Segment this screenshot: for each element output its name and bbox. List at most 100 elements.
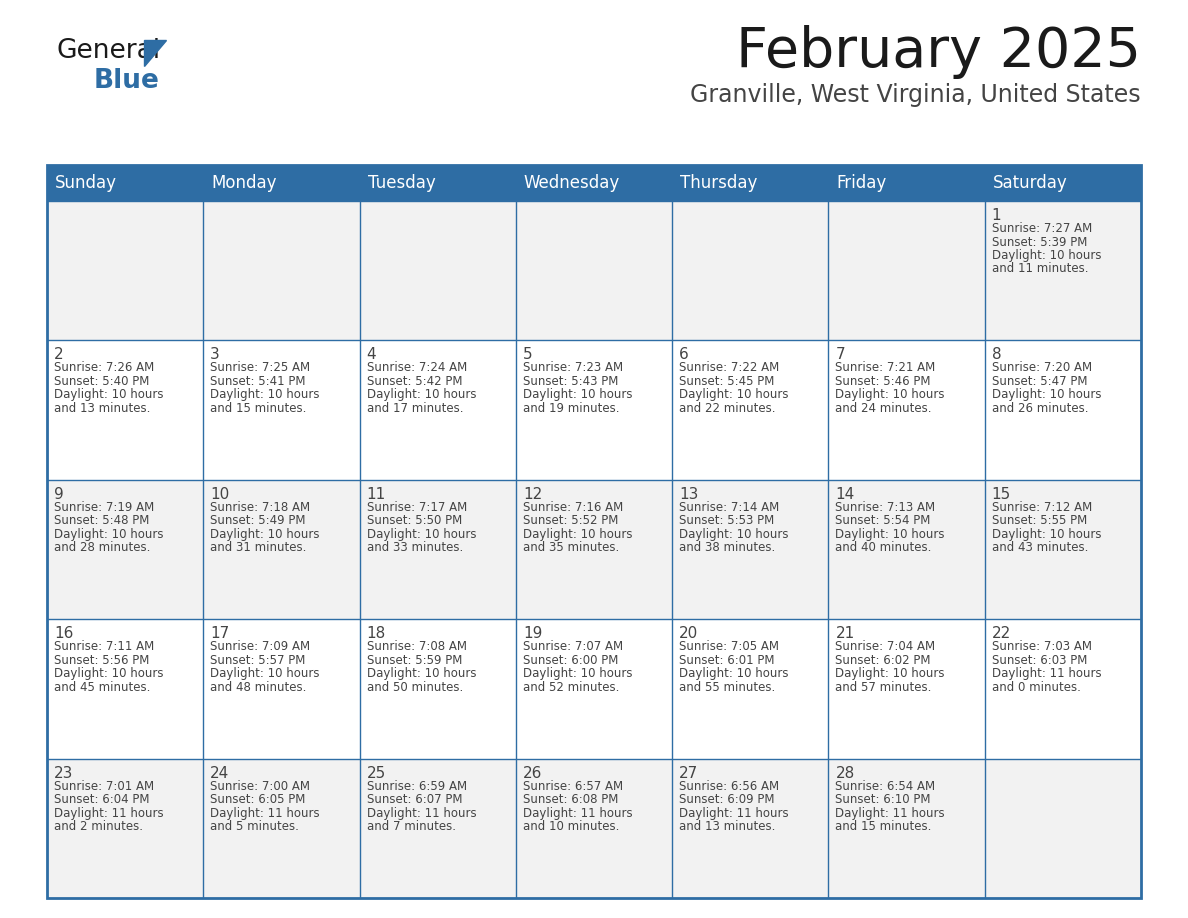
Text: 16: 16 <box>53 626 74 641</box>
Text: and 52 minutes.: and 52 minutes. <box>523 681 619 694</box>
Text: 6: 6 <box>680 347 689 363</box>
Text: Sunrise: 7:03 AM: Sunrise: 7:03 AM <box>992 640 1092 654</box>
Text: 25: 25 <box>367 766 386 780</box>
Text: Sunset: 5:45 PM: Sunset: 5:45 PM <box>680 375 775 388</box>
Text: and 22 minutes.: and 22 minutes. <box>680 402 776 415</box>
Text: 26: 26 <box>523 766 542 780</box>
Text: Sunset: 5:55 PM: Sunset: 5:55 PM <box>992 514 1087 527</box>
Text: Sunset: 5:41 PM: Sunset: 5:41 PM <box>210 375 305 388</box>
Text: 11: 11 <box>367 487 386 502</box>
Text: 15: 15 <box>992 487 1011 502</box>
Text: Sunrise: 7:20 AM: Sunrise: 7:20 AM <box>992 362 1092 375</box>
Bar <box>48 165 1140 201</box>
Text: Sunday: Sunday <box>55 174 116 192</box>
Text: Daylight: 10 hours: Daylight: 10 hours <box>680 388 789 401</box>
Text: Sunrise: 7:16 AM: Sunrise: 7:16 AM <box>523 501 624 514</box>
Text: Daylight: 10 hours: Daylight: 10 hours <box>210 388 320 401</box>
Text: Sunrise: 7:18 AM: Sunrise: 7:18 AM <box>210 501 310 514</box>
Text: Sunset: 5:39 PM: Sunset: 5:39 PM <box>992 236 1087 249</box>
Text: and 2 minutes.: and 2 minutes. <box>53 820 143 834</box>
Text: Sunset: 5:54 PM: Sunset: 5:54 PM <box>835 514 931 527</box>
Text: and 48 minutes.: and 48 minutes. <box>210 681 307 694</box>
Text: Blue: Blue <box>94 68 160 94</box>
Text: and 45 minutes.: and 45 minutes. <box>53 681 151 694</box>
Text: Sunset: 5:59 PM: Sunset: 5:59 PM <box>367 654 462 666</box>
Text: Sunrise: 7:23 AM: Sunrise: 7:23 AM <box>523 362 623 375</box>
Text: 28: 28 <box>835 766 854 780</box>
Text: Sunrise: 7:13 AM: Sunrise: 7:13 AM <box>835 501 936 514</box>
Text: Daylight: 10 hours: Daylight: 10 hours <box>992 528 1101 541</box>
Text: Daylight: 11 hours: Daylight: 11 hours <box>835 807 944 820</box>
Text: Sunrise: 7:24 AM: Sunrise: 7:24 AM <box>367 362 467 375</box>
Text: 12: 12 <box>523 487 542 502</box>
Text: Monday: Monday <box>211 174 277 192</box>
Text: Sunset: 5:43 PM: Sunset: 5:43 PM <box>523 375 618 388</box>
Text: Sunset: 6:02 PM: Sunset: 6:02 PM <box>835 654 931 666</box>
Text: Daylight: 10 hours: Daylight: 10 hours <box>53 388 164 401</box>
Text: 27: 27 <box>680 766 699 780</box>
Text: 17: 17 <box>210 626 229 641</box>
Text: Sunrise: 7:26 AM: Sunrise: 7:26 AM <box>53 362 154 375</box>
Text: Sunset: 6:09 PM: Sunset: 6:09 PM <box>680 793 775 806</box>
Text: and 5 minutes.: and 5 minutes. <box>210 820 299 834</box>
Text: and 40 minutes.: and 40 minutes. <box>835 542 931 554</box>
Text: and 57 minutes.: and 57 minutes. <box>835 681 931 694</box>
Text: 23: 23 <box>53 766 74 780</box>
Text: Sunrise: 7:27 AM: Sunrise: 7:27 AM <box>992 222 1092 235</box>
Text: Sunrise: 7:04 AM: Sunrise: 7:04 AM <box>835 640 936 654</box>
Text: Daylight: 10 hours: Daylight: 10 hours <box>367 667 476 680</box>
Text: Sunset: 5:46 PM: Sunset: 5:46 PM <box>835 375 931 388</box>
Text: and 55 minutes.: and 55 minutes. <box>680 681 776 694</box>
Text: Daylight: 10 hours: Daylight: 10 hours <box>367 528 476 541</box>
Bar <box>48 341 1140 480</box>
Text: and 43 minutes.: and 43 minutes. <box>992 542 1088 554</box>
Text: 9: 9 <box>53 487 64 502</box>
Text: 21: 21 <box>835 626 854 641</box>
Text: Saturday: Saturday <box>993 174 1068 192</box>
Text: Sunrise: 7:19 AM: Sunrise: 7:19 AM <box>53 501 154 514</box>
Text: Daylight: 11 hours: Daylight: 11 hours <box>523 807 632 820</box>
Text: Daylight: 10 hours: Daylight: 10 hours <box>992 249 1101 262</box>
Bar <box>48 201 1140 341</box>
Text: Sunrise: 7:14 AM: Sunrise: 7:14 AM <box>680 501 779 514</box>
Text: and 26 minutes.: and 26 minutes. <box>992 402 1088 415</box>
Text: Sunrise: 7:17 AM: Sunrise: 7:17 AM <box>367 501 467 514</box>
Text: Daylight: 10 hours: Daylight: 10 hours <box>367 388 476 401</box>
Text: Daylight: 11 hours: Daylight: 11 hours <box>992 667 1101 680</box>
Text: Daylight: 10 hours: Daylight: 10 hours <box>835 667 944 680</box>
Text: Daylight: 10 hours: Daylight: 10 hours <box>680 528 789 541</box>
Text: Sunrise: 7:25 AM: Sunrise: 7:25 AM <box>210 362 310 375</box>
Text: Granville, West Virginia, United States: Granville, West Virginia, United States <box>690 83 1140 107</box>
Text: Sunrise: 7:07 AM: Sunrise: 7:07 AM <box>523 640 623 654</box>
Text: and 11 minutes.: and 11 minutes. <box>992 263 1088 275</box>
Text: Daylight: 10 hours: Daylight: 10 hours <box>53 667 164 680</box>
Polygon shape <box>144 40 166 66</box>
Text: Sunrise: 7:11 AM: Sunrise: 7:11 AM <box>53 640 154 654</box>
Text: Sunrise: 7:22 AM: Sunrise: 7:22 AM <box>680 362 779 375</box>
Text: and 33 minutes.: and 33 minutes. <box>367 542 463 554</box>
Text: 13: 13 <box>680 487 699 502</box>
Text: 5: 5 <box>523 347 532 363</box>
Text: 14: 14 <box>835 487 854 502</box>
Text: Sunset: 6:00 PM: Sunset: 6:00 PM <box>523 654 618 666</box>
Text: 7: 7 <box>835 347 845 363</box>
Text: Daylight: 10 hours: Daylight: 10 hours <box>210 667 320 680</box>
Text: Sunset: 6:10 PM: Sunset: 6:10 PM <box>835 793 931 806</box>
Text: Sunset: 5:49 PM: Sunset: 5:49 PM <box>210 514 305 527</box>
Text: Sunset: 5:40 PM: Sunset: 5:40 PM <box>53 375 150 388</box>
Text: 19: 19 <box>523 626 542 641</box>
Text: Sunrise: 7:12 AM: Sunrise: 7:12 AM <box>992 501 1092 514</box>
Text: and 24 minutes.: and 24 minutes. <box>835 402 931 415</box>
Text: Daylight: 10 hours: Daylight: 10 hours <box>523 667 632 680</box>
Text: Daylight: 10 hours: Daylight: 10 hours <box>992 388 1101 401</box>
Text: Sunrise: 7:08 AM: Sunrise: 7:08 AM <box>367 640 467 654</box>
Text: Sunset: 5:56 PM: Sunset: 5:56 PM <box>53 654 150 666</box>
Text: and 10 minutes.: and 10 minutes. <box>523 820 619 834</box>
Text: February 2025: February 2025 <box>737 25 1140 79</box>
Text: and 13 minutes.: and 13 minutes. <box>680 820 776 834</box>
Text: and 0 minutes.: and 0 minutes. <box>992 681 1081 694</box>
Text: and 31 minutes.: and 31 minutes. <box>210 542 307 554</box>
Text: and 15 minutes.: and 15 minutes. <box>210 402 307 415</box>
Text: 24: 24 <box>210 766 229 780</box>
Text: Sunset: 5:48 PM: Sunset: 5:48 PM <box>53 514 150 527</box>
